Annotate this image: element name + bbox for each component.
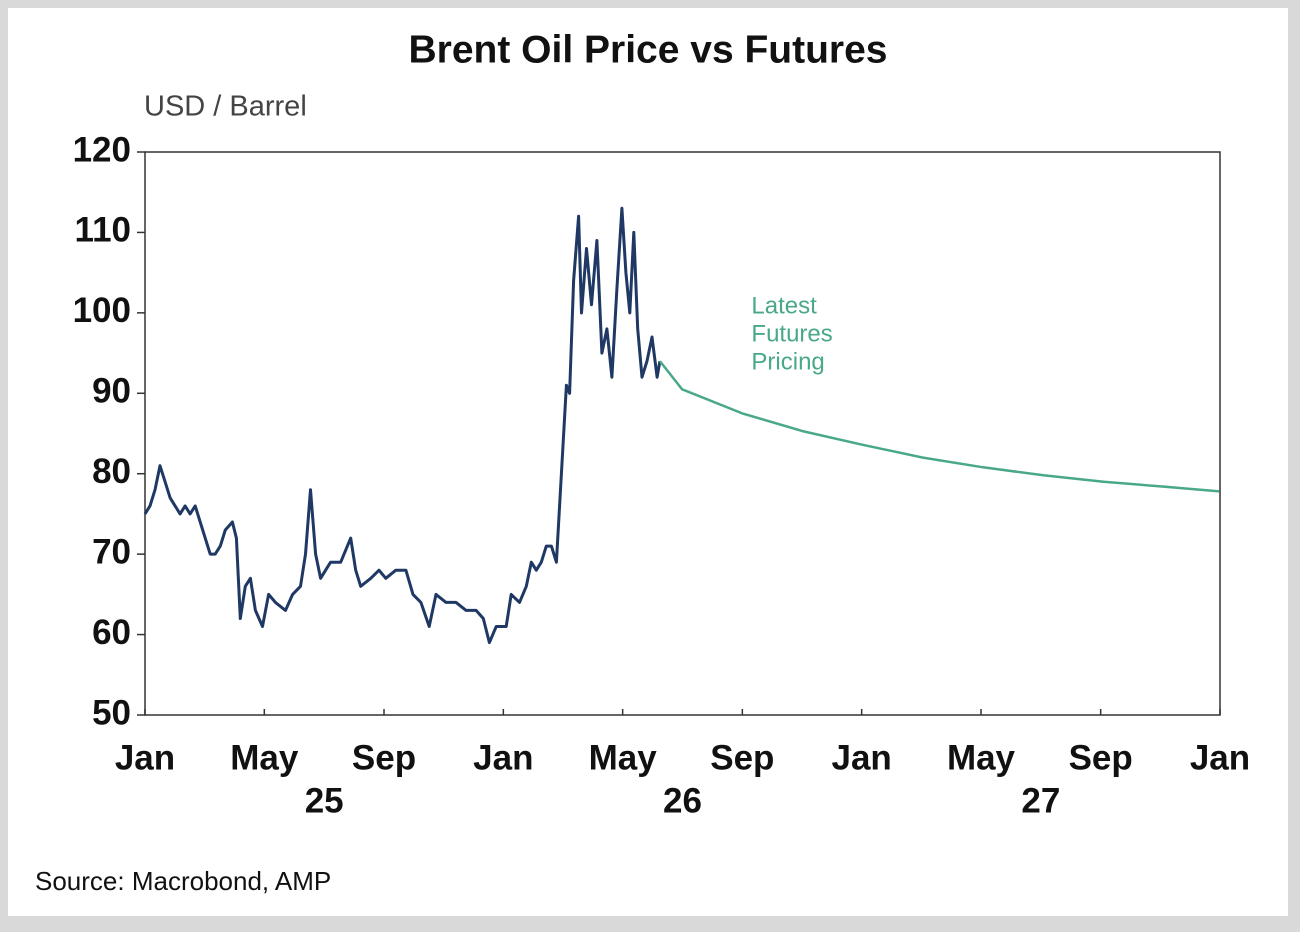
series-line bbox=[143, 206, 662, 645]
annotation: Latest Futures Pricing bbox=[751, 293, 832, 376]
y-tick-label: 90 bbox=[92, 372, 131, 411]
y-tick-label: 110 bbox=[75, 211, 131, 250]
x-tick-label: May bbox=[230, 738, 299, 777]
y-tick-label: 60 bbox=[92, 613, 131, 652]
x-tick-label: Jan bbox=[473, 738, 533, 777]
x-tick-label: Jan bbox=[1190, 738, 1250, 777]
annotation-line: Pricing bbox=[751, 349, 824, 376]
plot-frame bbox=[144, 151, 1221, 716]
annotation-line: Latest bbox=[751, 293, 817, 320]
year-label: 26 bbox=[663, 781, 702, 820]
y-tick-label: 80 bbox=[92, 452, 131, 491]
y-axis-label: USD / Barrel bbox=[144, 91, 307, 123]
x-tick-label: Sep bbox=[710, 738, 774, 777]
year-label: 25 bbox=[305, 781, 344, 820]
series-line bbox=[658, 360, 1220, 493]
x-tick-label: Jan bbox=[115, 738, 175, 777]
y-tick-label: 50 bbox=[92, 693, 131, 732]
y-tick-label: 100 bbox=[73, 291, 131, 330]
y-tick-label: 120 bbox=[73, 130, 131, 169]
y-tick-label: 70 bbox=[92, 532, 131, 571]
chart-title: Brent Oil Price vs Futures bbox=[409, 28, 888, 71]
x-tick-label: Sep bbox=[1069, 738, 1133, 777]
x-tick-label: May bbox=[947, 738, 1016, 777]
source: Source: Macrobond, AMP bbox=[35, 866, 331, 896]
year-label: 27 bbox=[1021, 781, 1060, 820]
annotation-line: Futures bbox=[751, 321, 832, 348]
x-tick-label: Jan bbox=[832, 738, 892, 777]
chart: Brent Oil Price vs Futures USD / Barrel … bbox=[35, 28, 1250, 896]
frame: Brent Oil Price vs Futures USD / Barrel … bbox=[8, 8, 1288, 916]
x-tick-label: Sep bbox=[352, 738, 416, 777]
x-tick-label: May bbox=[589, 738, 658, 777]
